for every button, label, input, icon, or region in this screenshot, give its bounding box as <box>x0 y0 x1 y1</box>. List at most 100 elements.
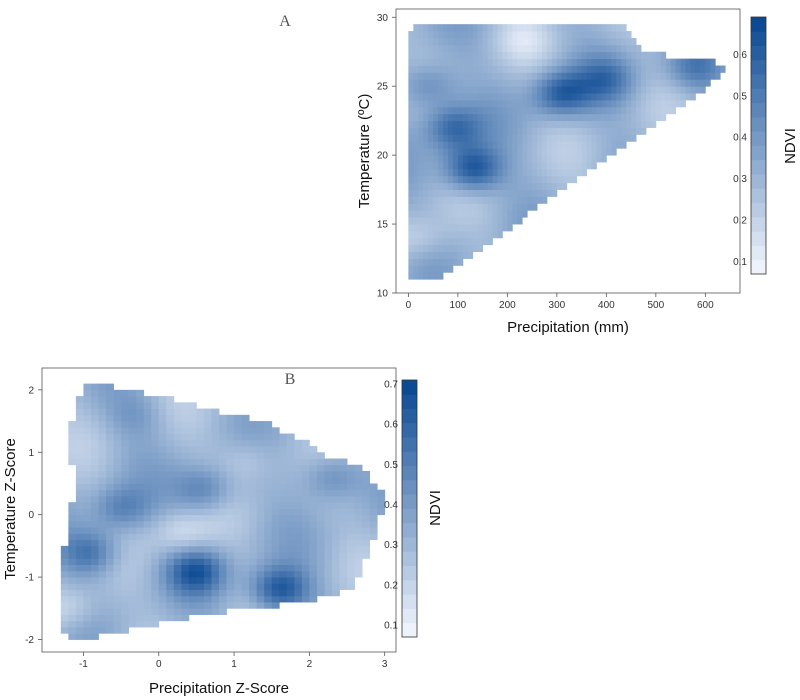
panel-a-heatmap-cell <box>581 148 587 156</box>
panel-b-heatmap-cell <box>211 477 220 484</box>
panel-b-heatmap-cell <box>271 564 280 572</box>
panel-b-heatmap-cell <box>249 458 258 466</box>
panel-a-heatmap-cell <box>551 127 558 135</box>
panel-a-heatmap-cell <box>537 106 543 115</box>
panel-a-heatmap-cell <box>522 31 528 39</box>
panel-a-heatmap-cell <box>467 175 474 184</box>
panel-b-heatmap-cell <box>256 552 265 559</box>
panel-a-heatmap-cell <box>566 175 573 184</box>
panel-a-heatmap-cell <box>502 37 508 46</box>
panel-b-heatmap-cell <box>60 577 69 584</box>
panel-b-heatmap-cell <box>68 520 77 528</box>
panel-b-heatmap-cell <box>211 583 220 590</box>
panel-b-heatmap-cell <box>188 602 197 609</box>
panel-a-heatmap-cell <box>447 141 454 149</box>
panel-b-heatmap-cell <box>219 508 227 516</box>
panel-b-heatmap-cell <box>136 620 145 628</box>
panel-b-heatmap-cell <box>309 533 318 541</box>
panel-a-heatmap-cell <box>507 106 513 115</box>
panel-b-heatmap-cell <box>203 433 212 441</box>
panel-b-heatmap-cell <box>68 589 77 597</box>
panel-a-heatmap-cell <box>482 189 488 197</box>
panel-a-heatmap-cell <box>418 99 424 108</box>
panel-b-heatmap-cell <box>271 583 280 590</box>
panel-a-heatmap-cell <box>408 99 414 108</box>
panel-b-heatmap-cell <box>219 427 227 434</box>
panel-b-heatmap-cell <box>83 408 92 416</box>
panel-b-heatmap-cell <box>158 577 167 584</box>
panel-b-heatmap-cell <box>347 477 355 484</box>
panel-a-heatmap-cell <box>423 217 429 225</box>
panel-a-heatmap-cell <box>443 244 449 253</box>
panel-a-heatmap-cell <box>621 141 627 149</box>
panel-a-heatmap-cell <box>551 113 558 122</box>
panel-a-heatmap-cell <box>502 175 508 184</box>
panel-b-heatmap-cell <box>75 570 84 578</box>
panel-b-heatmap-cell <box>234 508 242 516</box>
panel-a-heatmap-cell <box>467 244 474 253</box>
panel-a-heatmap-cell <box>537 58 543 66</box>
panel-a-heatmap-cell <box>626 58 632 66</box>
panel-a-heatmap-cell <box>477 175 484 184</box>
panel-a-heatmap-cell <box>527 37 533 46</box>
panel-b-heatmap-cell <box>181 414 190 422</box>
panel-b-heatmap-cell <box>106 545 114 553</box>
panel-b-heatmap-cell <box>181 514 190 522</box>
panel-b-heatmap-cell <box>128 552 137 559</box>
panel-a-heatmap-cell <box>428 224 434 232</box>
panel-b-heatmap-cell <box>347 545 355 553</box>
panel-a-heatmap-cell <box>487 141 493 149</box>
panel-b-heatmap-cell <box>203 483 212 491</box>
panel-a-heatmap-cell <box>418 203 424 211</box>
panel-b-heatmap-cell <box>83 514 92 522</box>
panel-a-heatmap-cell <box>423 37 429 46</box>
panel-a-heatmap-cell <box>447 168 454 177</box>
panel-a-heatmap-cell <box>606 141 612 149</box>
panel-a-heatmap-cell <box>452 79 459 87</box>
panel-a-heatmap-cell <box>695 58 701 66</box>
panel-b-heatmap-cell <box>98 495 107 503</box>
panel-b-heatmap-cell <box>143 446 152 453</box>
panel-b-heatmap-cell <box>211 552 220 559</box>
panel-b-heatmap-cell <box>354 495 363 503</box>
panel-a-heatmap-cell <box>522 134 528 142</box>
panel-b-heatmap-cell <box>271 458 280 466</box>
panel-a-heatmap-cell <box>561 155 568 163</box>
panel-b-heatmap-cell <box>188 433 197 441</box>
panel-a-heatmap-cell <box>532 51 538 60</box>
panel-b-heatmap-cell <box>271 520 280 528</box>
panel-b-heatmap-cell <box>294 458 303 466</box>
panel-b-heatmap-cell <box>83 433 92 441</box>
panel-b-heatmap-cell <box>219 452 227 459</box>
panel-b-heatmap-cell <box>83 470 92 478</box>
panel-a-heatmap-cell <box>576 155 583 163</box>
panel-b-heatmap-cell <box>83 502 92 509</box>
panel-a-heatmap-cell <box>467 230 474 239</box>
panel-b-heatmap-cell <box>98 614 107 622</box>
panel-a-colorbar-tick-label: 0.1 <box>733 257 747 268</box>
panel-a-heatmap-cell <box>443 51 449 60</box>
panel-b-heatmap-cell <box>271 464 280 472</box>
panel-b-heatmap-cell <box>121 408 130 416</box>
panel-a-heatmap-cell <box>561 72 568 80</box>
panel-a-heatmap-cell <box>512 31 518 39</box>
panel-a-heatmap-cell <box>408 44 414 53</box>
panel-a-heatmap-cell <box>596 79 602 87</box>
panel-a-heatmap-cell <box>423 155 429 163</box>
panel-a-heatmap-cell <box>467 37 474 46</box>
panel-b-heatmap-cell <box>158 527 167 534</box>
panel-b-heatmap-cell <box>211 495 220 503</box>
panel-a-heatmap-cell <box>472 44 479 53</box>
panel-b-heatmap-cell <box>181 533 190 541</box>
panel-a-heatmap-cell <box>527 51 533 60</box>
panel-a-heatmap-cell <box>556 65 563 73</box>
panel-a-heatmap-cell <box>621 58 627 66</box>
panel-a-heatmap-cell <box>517 168 523 177</box>
panel-b-heatmap-cell <box>166 608 175 615</box>
panel-b-heatmap-cell <box>113 583 122 590</box>
panel-b-heatmap-cell <box>249 589 258 597</box>
panel-b-heatmap-cell <box>90 533 99 541</box>
panel-a-heatmap-cell <box>497 217 503 225</box>
panel-b-heatmap-cell <box>369 508 378 516</box>
panel-a-heatmap-cell <box>591 134 597 142</box>
